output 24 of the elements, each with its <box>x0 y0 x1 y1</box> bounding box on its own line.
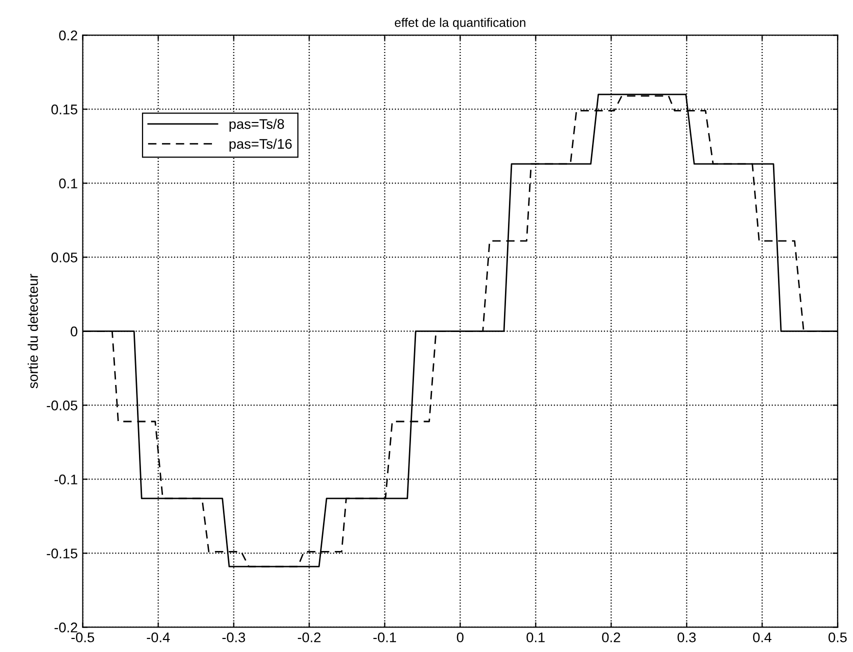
x-tick-label: 0.4 <box>753 632 772 642</box>
y-tick-label: -0.1 <box>54 474 78 484</box>
y-tick-label: 0 <box>70 326 78 336</box>
x-tick-label: 0.5 <box>828 632 847 642</box>
y-tick-label: 0.1 <box>59 178 78 188</box>
x-tick-label: -0.1 <box>373 632 396 642</box>
x-tick-label: -0.5 <box>71 632 94 642</box>
y-tick-label: -0.2 <box>54 622 78 632</box>
x-tick-label: -0.4 <box>146 632 170 642</box>
y-tick-label: 0.15 <box>51 104 78 114</box>
x-tick-label: 0 <box>456 632 464 642</box>
y-tick-label: 0.05 <box>51 252 78 262</box>
x-tick-label: 0.1 <box>526 632 545 642</box>
chart-title: effet de la quantification <box>394 18 526 30</box>
x-tick-label: -0.3 <box>222 632 246 642</box>
y-tick-label: 0.2 <box>59 30 78 40</box>
y-tick-label: -0.05 <box>46 400 78 410</box>
legend-label: pas=Ts/16 <box>230 138 292 152</box>
legend-label: pas=Ts/8 <box>230 118 284 132</box>
y-tick-label: -0.15 <box>46 548 78 558</box>
x-tick-label: 0.3 <box>678 632 696 642</box>
y-axis-title: sortie du detecteur <box>28 274 38 388</box>
x-tick-label: -0.2 <box>298 632 320 642</box>
x-tick-label: 0.2 <box>602 632 620 642</box>
